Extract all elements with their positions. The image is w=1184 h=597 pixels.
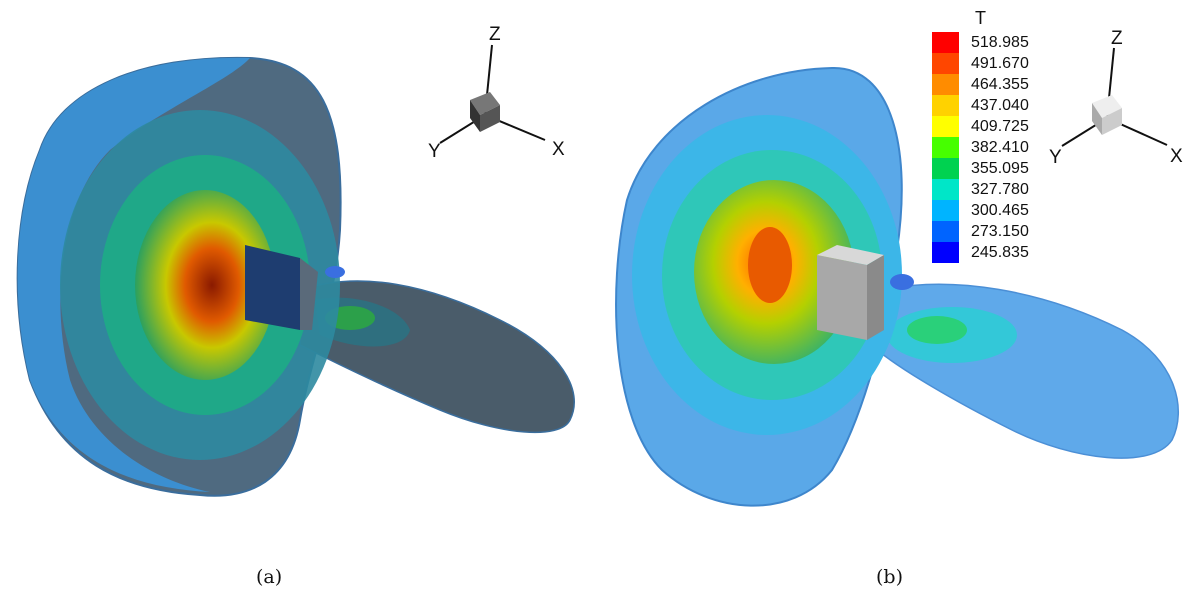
axis-label-y: Y — [1049, 147, 1062, 168]
legend-title: T — [975, 8, 986, 28]
axis-triad-b: Z X Y — [1049, 28, 1183, 168]
block-b-top — [817, 245, 884, 265]
axis-label-z: Z — [1111, 28, 1123, 49]
legend-row: 300.465 — [932, 200, 1042, 221]
legend-row: 518.985 — [932, 32, 1042, 53]
axis-label-z: Z — [489, 24, 501, 45]
legend-row: 409.725 — [932, 116, 1042, 137]
legend-value: 300.465 — [971, 201, 1029, 219]
legend-value: 491.670 — [971, 54, 1029, 72]
temperature-legend: 518.985 491.670 464.355 437.040 409.725 382.4… — [932, 32, 1042, 263]
caption-a: (a) — [256, 566, 283, 588]
legend-value: 245.835 — [971, 243, 1029, 261]
legend-value: 464.355 — [971, 75, 1029, 93]
block-a — [245, 245, 300, 330]
legend-swatch — [932, 53, 959, 74]
isosurface-render-b: Z X Y — [615, 28, 1183, 507]
legend-swatch — [932, 74, 959, 95]
legend-value: 355.095 — [971, 159, 1029, 177]
axis-triad-a: Z X Y — [428, 24, 565, 162]
panel-b-isosurface-render: Z X Y — [592, 0, 1184, 592]
legend-swatch — [932, 200, 959, 221]
legend-row: 491.670 — [932, 53, 1042, 74]
legend-row: 382.410 — [932, 137, 1042, 158]
lobe-core-b — [907, 316, 967, 344]
caption-b: (b) — [876, 566, 903, 588]
block-b — [817, 255, 867, 340]
legend-swatch — [932, 137, 959, 158]
panel-a-isosurface-render: Z X Y — [0, 0, 592, 592]
legend-row: 437.040 — [932, 95, 1042, 116]
legend-swatch — [932, 179, 959, 200]
legend-value: 327.780 — [971, 180, 1029, 198]
legend-value: 409.725 — [971, 117, 1029, 135]
legend-swatch — [932, 221, 959, 242]
legend-value: 273.150 — [971, 222, 1029, 240]
axis-label-x: X — [1170, 146, 1183, 167]
block-b-side — [867, 255, 884, 340]
legend-swatch — [932, 242, 959, 263]
legend-row: 355.095 — [932, 158, 1042, 179]
legend-value: 518.985 — [971, 33, 1029, 51]
axis-label-y: Y — [428, 141, 441, 162]
legend-row: 273.150 — [932, 221, 1042, 242]
legend-swatch — [932, 116, 959, 137]
isosurface-render-a: Z X Y — [16, 24, 575, 497]
legend-swatch — [932, 158, 959, 179]
axis-label-x: X — [552, 139, 565, 160]
legend-value: 437.040 — [971, 96, 1029, 114]
legend-row: 245.835 — [932, 242, 1042, 263]
legend-swatch — [932, 95, 959, 116]
shell-1-a — [135, 190, 275, 380]
legend-row: 464.355 — [932, 74, 1042, 95]
shell-1-b — [748, 227, 792, 303]
legend-swatch — [932, 32, 959, 53]
outer-isosurface-a-front — [17, 57, 250, 492]
legend-row: 327.780 — [932, 179, 1042, 200]
legend-value: 382.410 — [971, 138, 1029, 156]
block-a-side — [300, 258, 318, 330]
